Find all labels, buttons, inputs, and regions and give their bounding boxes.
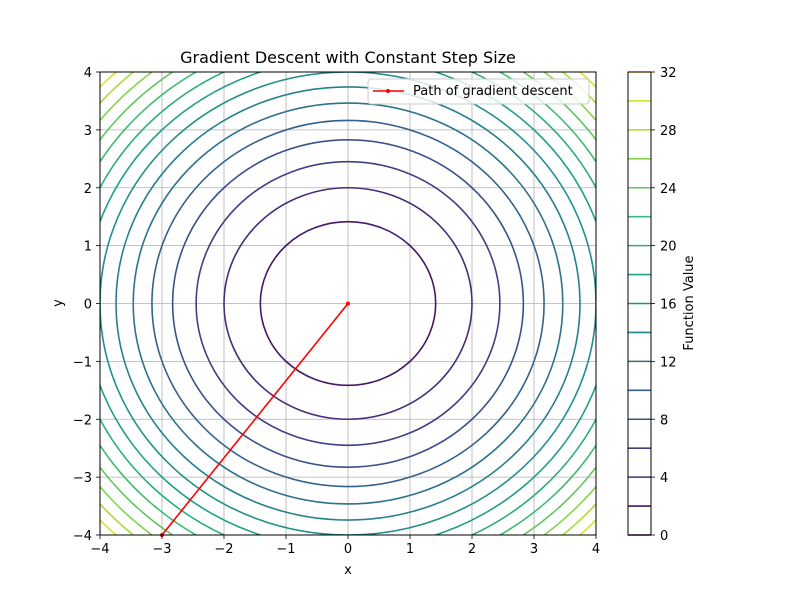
legend-marker-swatch xyxy=(386,89,390,93)
colorbar-tick-label-7: 28 xyxy=(660,124,677,139)
y-axis-ticks: −4 −3 −2 −1 0 1 2 3 4 xyxy=(73,66,100,544)
contour-level-12 xyxy=(132,102,564,505)
legend-label: Path of gradient descent xyxy=(413,84,573,99)
colorbar-tick-label-8: 32 xyxy=(660,66,677,81)
contour-level-14 xyxy=(115,86,581,521)
y-tick-label-0: −4 xyxy=(73,529,92,544)
colorbar-tick-label-0: 0 xyxy=(660,529,668,544)
colorbar-label: Function Value xyxy=(682,255,697,350)
colorbar-tick-label-2: 8 xyxy=(660,413,668,428)
x-axis-label: x xyxy=(344,563,352,578)
contour-lines xyxy=(100,72,596,535)
contour-level-10 xyxy=(151,119,545,488)
contour-level-4 xyxy=(223,186,473,421)
colorbar-tick-label-6: 24 xyxy=(660,182,677,197)
y-tick-label-7: 3 xyxy=(84,124,92,139)
y-tick-label-5: 1 xyxy=(84,240,92,255)
plot-area: −4 −3 −2 −1 0 1 2 3 4 −4 −3 −2 −1 0 1 2 3 4 xyxy=(73,66,600,557)
chart-title: Gradient Descent with Constant Step Size xyxy=(180,48,516,67)
x-tick-label-1: −3 xyxy=(152,542,171,557)
x-tick-label-4: 0 xyxy=(344,542,352,557)
y-tick-label-3: −1 xyxy=(73,355,92,370)
x-tick-label-2: −2 xyxy=(214,542,233,557)
y-tick-label-6: 2 xyxy=(84,182,92,197)
y-tick-label-1: −3 xyxy=(73,471,92,486)
x-tick-label-8: 4 xyxy=(592,542,600,557)
y-tick-label-2: −2 xyxy=(73,413,92,428)
x-tick-label-7: 3 xyxy=(530,542,538,557)
x-axis-ticks: −4 −3 −2 −1 0 1 2 3 4 xyxy=(90,535,600,557)
x-tick-label-0: −4 xyxy=(90,542,109,557)
colorbar-tick-label-5: 20 xyxy=(660,240,677,255)
contour-level-2 xyxy=(259,220,437,387)
y-tick-label-4: 0 xyxy=(84,298,92,313)
legend: Path of gradient descent xyxy=(367,78,590,105)
colorbar-tick-label-3: 12 xyxy=(660,355,677,370)
x-tick-label-6: 2 xyxy=(468,542,476,557)
colorbar-tick-label-1: 4 xyxy=(660,471,668,486)
colorbar-level-lines xyxy=(628,71,651,536)
legend-box xyxy=(367,78,590,105)
colorbar-ticks: 0 4 8 12 16 20 24 28 32 xyxy=(651,66,677,544)
series-line-0 xyxy=(161,302,349,536)
x-tick-label-5: 1 xyxy=(406,542,414,557)
y-axis-label: y xyxy=(51,299,66,307)
colorbar-tick-label-4: 16 xyxy=(660,298,677,313)
y-tick-label-8: 4 xyxy=(84,66,92,81)
contour-level-8 xyxy=(171,139,525,468)
contour-level-6 xyxy=(195,160,501,447)
colorbar: 0 4 8 12 16 20 24 28 32 Function Value xyxy=(627,66,697,544)
series-point-0-1 xyxy=(346,301,350,306)
x-tick-label-3: −1 xyxy=(276,542,295,557)
